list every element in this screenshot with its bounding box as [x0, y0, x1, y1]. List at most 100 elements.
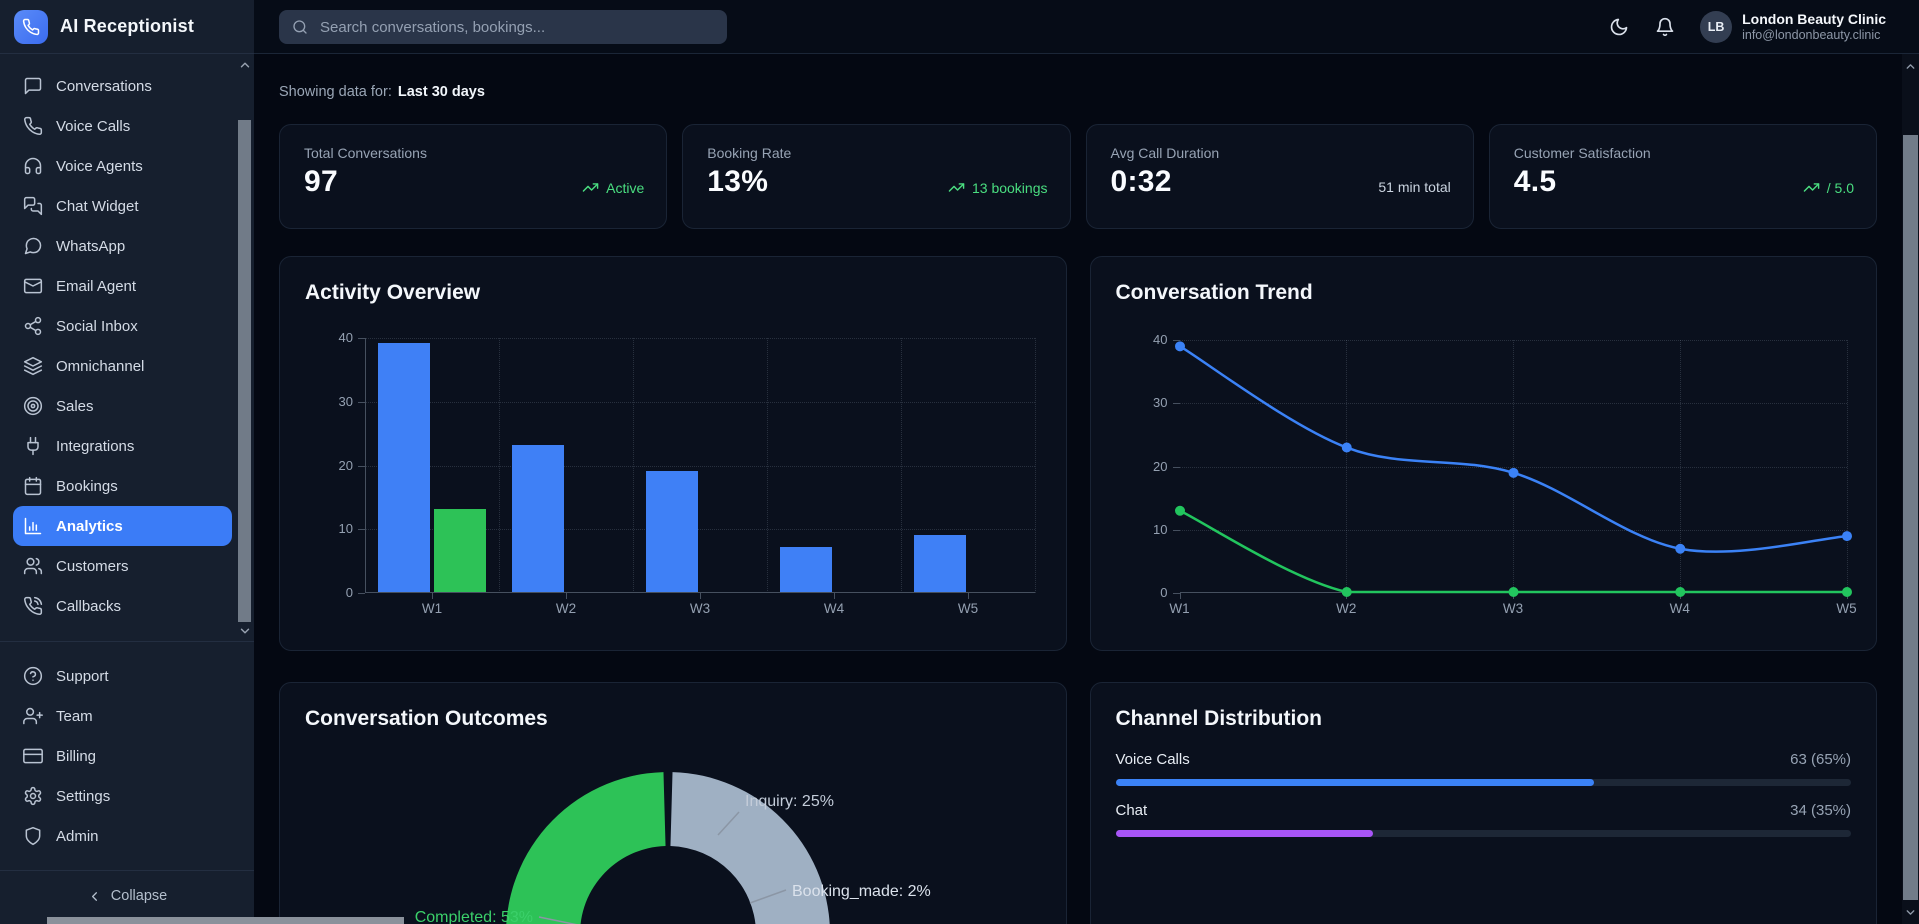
x-axis-tick: [968, 593, 969, 599]
x-axis-label: W5: [957, 601, 979, 616]
bell-icon: [1656, 17, 1674, 37]
sidebar-item-label: Settings: [56, 787, 111, 805]
plug-icon: [23, 436, 43, 456]
sidebar-item-label: Integrations: [56, 437, 135, 455]
sidebar-item-team[interactable]: Team: [13, 696, 232, 736]
phone-icon: [23, 116, 43, 136]
sidebar-item-voice-calls[interactable]: Voice Calls: [13, 106, 232, 146]
date-range-value: Last 30 days: [397, 84, 485, 100]
sidebar-item-omnichannel[interactable]: Omnichannel: [13, 346, 232, 386]
donut-slice-inquiry: [670, 772, 830, 924]
horizontal-scrollbar-thumb[interactable]: [47, 917, 404, 924]
sidebar-item-sales[interactable]: Sales: [13, 386, 232, 426]
sidebar-item-label: Support: [56, 667, 109, 685]
grid-line: [1346, 340, 1348, 593]
y-axis-tick: [358, 401, 365, 403]
showing-label: Showing data for:: [279, 84, 392, 100]
bottom-row: Conversation Outcomes Inquiry: 25% Bookin…: [279, 682, 1877, 924]
grid-line: [633, 338, 634, 593]
sidebar-divider-bottom: [0, 870, 254, 871]
sidebar-item-label: Social Inbox: [56, 317, 138, 335]
sidebar: AI Receptionist Conversations Voice Calls…: [0, 0, 254, 924]
data-point: [1174, 505, 1185, 516]
stat-card-booking-rate: Booking Rate 13% 13 bookings: [682, 124, 1071, 229]
sidebar-item-billing[interactable]: Billing: [13, 736, 232, 776]
stat-label: Booking Rate: [707, 145, 792, 161]
stats-row: Total Conversations 97 Active Booking Ra…: [279, 124, 1877, 229]
sidebar-item-label: Bookings: [56, 477, 118, 495]
theme-toggle-button[interactable]: [1608, 16, 1630, 38]
calendar-icon: [23, 476, 43, 496]
activity-overview-card: Activity Overview 0 10 20 30 40 W1 W2 W3 W4 W5: [279, 256, 1067, 651]
messages-square-icon: [23, 196, 43, 216]
account-menu[interactable]: LB London Beauty Clinic info@londonbeaut…: [1700, 11, 1886, 43]
sidebar-item-bookings[interactable]: Bookings: [13, 466, 232, 506]
sidebar-item-analytics[interactable]: Analytics: [13, 506, 232, 546]
sidebar-item-integrations[interactable]: Integrations: [13, 426, 232, 466]
account-name: London Beauty Clinic: [1742, 11, 1886, 27]
stat-value: 13%: [707, 165, 769, 198]
sidebar-item-conversations[interactable]: Conversations: [13, 66, 232, 106]
grid-line: [1035, 338, 1036, 593]
chevron-left-icon: [91, 891, 97, 901]
donut-label-leader: [749, 889, 787, 904]
account-email: info@londonbeauty.clinic: [1742, 28, 1881, 42]
sidebar-item-whatsapp[interactable]: WhatsApp: [13, 226, 232, 266]
y-axis-tick: [1172, 593, 1180, 594]
app-logo: [14, 9, 48, 44]
y-axis-tick: [1172, 466, 1180, 468]
x-axis-tick: [432, 593, 433, 599]
sidebar-item-settings[interactable]: Settings: [13, 776, 232, 816]
sidebar-item-email-agent[interactable]: Email Agent: [13, 266, 232, 306]
phone-icon: [22, 18, 40, 35]
sidebar-secondary-nav: Support Team Billing Settings Admin: [0, 656, 254, 856]
conversation-outcomes-card: Conversation Outcomes Inquiry: 25% Bookin…: [279, 682, 1067, 924]
data-point: [1508, 467, 1518, 478]
trending-up-icon: [948, 183, 965, 192]
stat-note: 13 bookings: [948, 179, 1048, 196]
grid-line: [365, 338, 1035, 339]
avatar[interactable]: LB: [1700, 11, 1733, 43]
grid-line: [901, 338, 902, 593]
sidebar-scroll-down-icon[interactable]: [238, 624, 252, 638]
bar-conversations: [914, 534, 966, 592]
data-point: [1341, 587, 1352, 597]
y-axis-tick: [1172, 403, 1180, 405]
y-axis-label: 20: [1153, 458, 1168, 474]
sidebar-item-admin[interactable]: Admin: [13, 816, 232, 856]
sidebar-item-callbacks[interactable]: Callbacks: [13, 586, 232, 626]
y-axis-label: 40: [338, 330, 353, 345]
users-icon: [23, 556, 43, 576]
sidebar-item-support[interactable]: Support: [13, 656, 232, 696]
x-axis-label: W1: [1169, 601, 1190, 616]
search-box: [279, 10, 727, 44]
notifications-button[interactable]: [1654, 16, 1676, 38]
headphones-icon: [23, 156, 43, 176]
sidebar-item-chat-widget[interactable]: Chat Widget: [13, 186, 232, 226]
x-axis-label: W1: [421, 601, 443, 616]
sidebar-scroll-up-icon[interactable]: [238, 58, 252, 72]
sidebar-item-customers[interactable]: Customers: [13, 546, 232, 586]
bar-conversations: [512, 445, 564, 592]
x-axis-label: W3: [1502, 601, 1524, 616]
user-plus-icon: [23, 706, 43, 726]
charts-row: Activity Overview 0 10 20 30 40 W1 W2 W3 W4 W5 Co…: [279, 256, 1877, 651]
phone-call-icon: [23, 596, 43, 616]
grid-line: [1846, 340, 1848, 593]
data-point: [1841, 531, 1852, 542]
donut-label: Booking_made: 2%: [792, 883, 931, 900]
sidebar-item-label: Customers: [56, 557, 129, 575]
bar-conversations: [780, 547, 832, 592]
sidebar-scrollbar-thumb[interactable]: [238, 120, 251, 622]
x-axis-label: W5: [1836, 601, 1857, 616]
trending-up-icon: [582, 183, 599, 192]
grid-line: [1179, 340, 1847, 341]
scroll-down-icon[interactable]: [1904, 906, 1917, 919]
sidebar-item-social-inbox[interactable]: Social Inbox: [13, 306, 232, 346]
scroll-up-icon[interactable]: [1904, 60, 1917, 73]
sidebar-item-voice-agents[interactable]: Voice Agents: [13, 146, 232, 186]
vertical-scrollbar-thumb[interactable]: [1903, 135, 1918, 900]
search-input[interactable]: [318, 17, 714, 37]
stat-value: 4.5: [1513, 165, 1557, 198]
collapse-button[interactable]: Collapse: [0, 878, 254, 914]
